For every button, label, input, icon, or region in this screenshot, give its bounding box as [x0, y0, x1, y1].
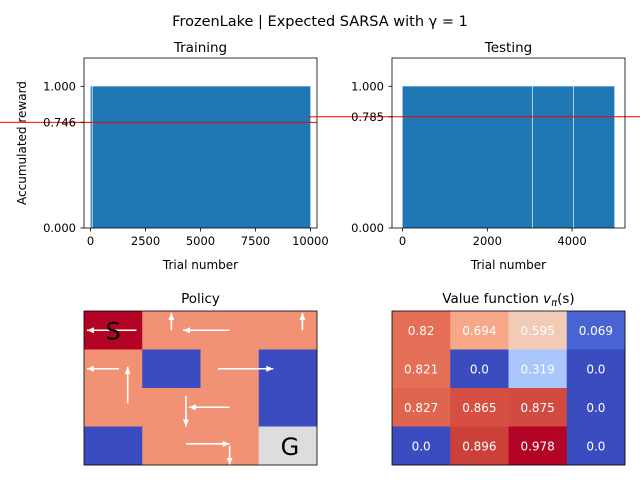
value-label: 0.827 [404, 401, 438, 415]
value-cell [392, 349, 451, 389]
value-cell [450, 311, 509, 350]
x-axis-label: Trial number [470, 258, 546, 272]
value-label: 0.865 [462, 401, 496, 415]
policy-arrow-head [124, 366, 131, 374]
title-suffix: (s) [557, 291, 575, 307]
subplot-title: Policy [181, 291, 220, 307]
value-cell [508, 311, 568, 350]
policy-arrow-head [299, 312, 306, 320]
policy-cell [258, 311, 318, 350]
y-tick-label: 0.785 [351, 110, 384, 124]
policy-arrow-head [182, 419, 189, 427]
cell-label: G [281, 433, 300, 461]
x-tick-label: 0 [87, 234, 94, 248]
x-tick-label: 10000 [292, 234, 329, 248]
subplot-title: Value function vπ(s) [442, 291, 574, 309]
x-tick-label: 2500 [131, 234, 160, 248]
axes-frame [83, 310, 318, 466]
value-cell [450, 388, 509, 427]
testing-bar-chart: 0 2000 4000 0.000 0.785 1.000 Testing Trial num… [308, 40, 640, 272]
value-label: 0.595 [520, 324, 554, 338]
title-main: Value function [442, 291, 543, 307]
policy-arrow-head [168, 312, 175, 320]
subplot-title: Testing [484, 40, 532, 56]
value-label: 0.0 [586, 401, 605, 415]
title-subscript: π [551, 298, 558, 309]
value-label: 0.821 [404, 362, 438, 376]
value-cell [566, 349, 626, 389]
value-cell [508, 349, 568, 389]
value-label: 0.0 [470, 362, 489, 376]
value-label: 0.0 [412, 439, 431, 453]
value-label: 0.978 [520, 439, 554, 453]
y-tick-label: 0.000 [43, 221, 76, 235]
policy-arrow-head [226, 458, 233, 465]
policy-cell [84, 388, 143, 427]
value-label: 0.896 [462, 439, 496, 453]
value-label: 0.694 [462, 324, 496, 338]
policy-cell [84, 426, 143, 466]
y-tick-label: 1.000 [351, 79, 384, 93]
value-cell [566, 388, 626, 427]
value-label: 0.0 [586, 439, 605, 453]
training-bar-chart: 0 2500 5000 7500 10000 0.000 0.746 1.000 Trainin… [0, 40, 329, 272]
x-tick-label: 5000 [186, 234, 215, 248]
value-cell [450, 349, 509, 389]
bar-0 [402, 86, 533, 228]
policy-cell [258, 426, 318, 466]
bar-0 [90, 86, 92, 228]
policy-arrow-head [222, 440, 230, 447]
title-symbol: v [543, 291, 552, 307]
policy-arrow-head [86, 365, 94, 372]
value-label: 0.069 [579, 324, 613, 338]
figure-title: FrozenLake | Expected SARSA with γ = 1 [172, 14, 468, 30]
x-tick-label: 7500 [241, 234, 270, 248]
y-tick-label: 1.000 [43, 79, 76, 93]
value-cell [392, 388, 451, 427]
value-cell [392, 311, 451, 350]
subplot-title: Training [173, 40, 227, 56]
policy-cell [258, 388, 318, 427]
value-cell [508, 388, 568, 427]
policy-cell [142, 426, 201, 466]
x-tick-label: 0 [399, 234, 406, 248]
value-cell [392, 426, 451, 466]
y-tick-label: 0.000 [351, 221, 384, 235]
value-label: 0.0 [586, 362, 605, 376]
value-cell [508, 426, 568, 466]
bar-2 [573, 86, 615, 228]
x-tick-label: 2000 [473, 234, 502, 248]
value-cell [566, 311, 626, 350]
policy-arrow-head [266, 365, 274, 372]
policy-arrow-head [183, 327, 191, 334]
value-label: 0.875 [520, 401, 554, 415]
value-cell [450, 426, 509, 466]
bar-1 [92, 86, 311, 228]
policy-cell [142, 349, 201, 389]
value-label: 0.82 [408, 324, 435, 338]
y-tick-label: 0.746 [43, 115, 76, 129]
y-axis-label: Accumulated reward [15, 81, 29, 205]
x-tick-label: 4000 [557, 234, 586, 248]
policy-grid: S G Policy [83, 291, 318, 466]
bar-1 [532, 86, 574, 228]
policy-arrow-head [86, 327, 94, 334]
x-axis-label: Trial number [162, 258, 238, 272]
cell-label: S [106, 317, 121, 345]
policy-arrow-head [188, 404, 196, 411]
axes-frame [391, 57, 626, 229]
value-function-grid: 0.82 0.694 0.595 0.069 0.821 0.0 0.319 0.0 0.827… [391, 291, 626, 466]
axes-frame [391, 310, 626, 466]
value-cell [566, 426, 626, 466]
value-label: 0.319 [520, 362, 554, 376]
